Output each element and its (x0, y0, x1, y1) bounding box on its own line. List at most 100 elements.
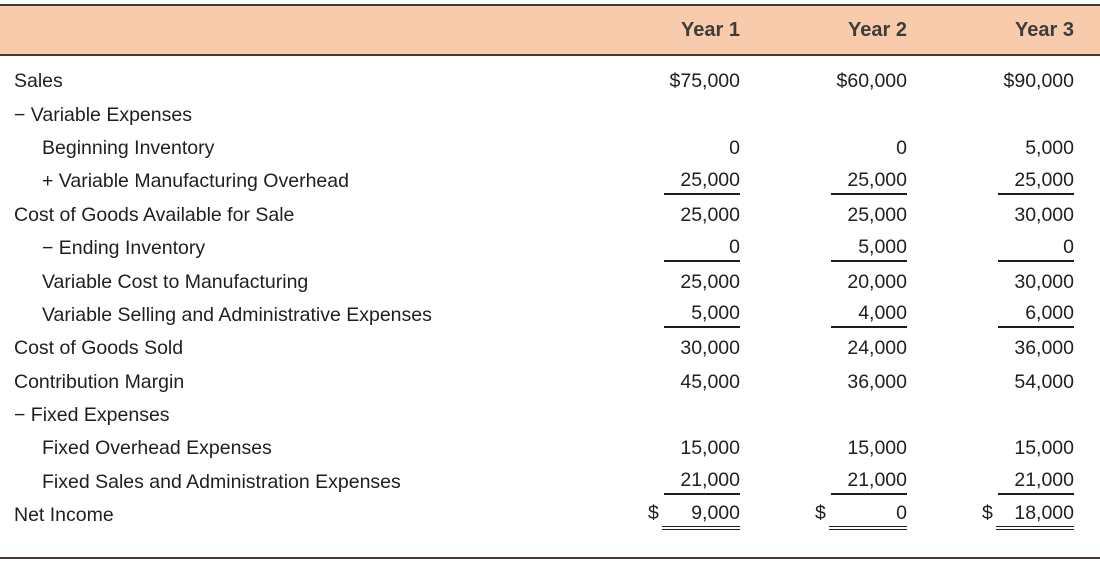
table-row-variable-manufacturing-overhead: + Variable Manufacturing Overhead 25,000… (14, 165, 1074, 198)
cell-year1: 21,000 (573, 469, 740, 496)
cell-year3 (907, 104, 1074, 127)
table-row-variable-selling-admin: Variable Selling and Administrative Expe… (14, 299, 1074, 332)
row-label: Cost of Goods Sold (14, 337, 184, 360)
cell-year2 (740, 404, 907, 427)
cell-year3: 6,000 (907, 302, 1074, 329)
row-label: − Fixed Expenses (14, 404, 170, 427)
row-label: Variable Cost to Manufacturing (42, 270, 309, 293)
amount: 25,000 (664, 169, 740, 195)
amount: 25,000 (831, 169, 907, 195)
row-label: + Variable Manufacturing Overhead (42, 170, 349, 193)
amount: $75,000 (669, 70, 741, 93)
amount: 5,000 (664, 302, 740, 329)
cell-year1: $9,000 (573, 502, 740, 530)
amount: 5,000 (1025, 136, 1074, 159)
cell-year2: $60,000 (740, 70, 908, 93)
amount: 15,000 (847, 437, 907, 460)
cell-year2: 25,000 (740, 204, 907, 227)
amount: 15,000 (680, 437, 740, 460)
table-row-fixed-overhead-expenses: Fixed Overhead Expenses 15,000 15,000 15… (14, 432, 1074, 465)
dollar-sign: $ (815, 501, 826, 524)
amount: 15,000 (1014, 437, 1074, 460)
amount: 0 (896, 136, 907, 159)
cell-year3: $18,000 (907, 502, 1074, 530)
cell-year2: 25,000 (740, 169, 907, 195)
amount: 4,000 (831, 302, 907, 329)
cell-year2: 0 (740, 137, 907, 160)
cell-year3: 30,000 (907, 204, 1074, 227)
amount: 25,000 (998, 169, 1074, 195)
amount: 30,000 (680, 337, 740, 360)
cell-year3: 21,000 (907, 469, 1074, 496)
cell-year1 (573, 404, 740, 427)
row-label: Fixed Overhead Expenses (42, 437, 272, 460)
table-row-contribution-margin: Contribution Margin 45,000 36,000 54,000 (14, 366, 1074, 399)
cell-year1: 25,000 (573, 271, 740, 294)
amount: 6,000 (998, 302, 1074, 329)
table-row-fixed-expenses-heading: − Fixed Expenses (14, 399, 1074, 432)
table-row-fixed-sales-admin-expenses: Fixed Sales and Administration Expenses … (14, 466, 1074, 499)
amount: 0 (729, 136, 740, 159)
cell-year1 (573, 104, 740, 127)
table-row-cost-of-goods-sold: Cost of Goods Sold 30,000 24,000 36,000 (14, 332, 1074, 365)
amount: 54,000 (1014, 370, 1074, 393)
cell-year3: 30,000 (907, 271, 1074, 294)
cell-year2 (740, 104, 907, 127)
amount: 30,000 (1014, 203, 1074, 226)
row-label: Cost of Goods Available for Sale (14, 203, 295, 226)
table-row-variable-expenses-heading: − Variable Expenses (14, 98, 1074, 131)
cell-year2: 4,000 (740, 302, 907, 329)
dollar-sign: $ (648, 501, 659, 524)
amount: 30,000 (1014, 270, 1074, 293)
row-label: Contribution Margin (14, 370, 185, 393)
amount: 0 (829, 502, 907, 530)
amount: 21,000 (831, 469, 907, 496)
table-body: Sales $75,000 $60,000 $90,000 − Variable… (0, 56, 1100, 532)
cell-year3: 25,000 (907, 169, 1074, 195)
cell-year3: 0 (907, 236, 1074, 262)
amount-with-currency: $0 (815, 502, 907, 530)
cell-year2: 15,000 (740, 437, 907, 460)
cell-year1: 45,000 (573, 371, 740, 394)
cell-year3 (907, 404, 1074, 427)
cell-year3: $90,000 (907, 70, 1075, 93)
amount: 20,000 (847, 270, 907, 293)
amount: 21,000 (664, 469, 740, 496)
amount: 0 (998, 236, 1074, 262)
amount: 21,000 (998, 469, 1074, 496)
cell-year3: 54,000 (907, 371, 1074, 394)
cell-year1: 25,000 (573, 204, 740, 227)
row-label: Net Income (14, 504, 114, 527)
table-row-variable-cost-to-manufacturing: Variable Cost to Manufacturing 25,000 20… (14, 265, 1074, 298)
cell-year1: 25,000 (573, 169, 740, 195)
cell-year1: 0 (573, 137, 740, 160)
cell-year1: 0 (573, 236, 740, 262)
amount: 25,000 (680, 203, 740, 226)
row-label: Sales (14, 70, 63, 93)
cell-year2: $0 (740, 502, 907, 530)
cell-year1: 30,000 (573, 337, 740, 360)
table-row-cost-of-goods-available: Cost of Goods Available for Sale 25,000 … (14, 199, 1074, 232)
row-label: − Ending Inventory (42, 237, 206, 260)
table-row-beginning-inventory: Beginning Inventory 0 0 5,000 (14, 132, 1074, 165)
amount: 5,000 (831, 236, 907, 262)
table-row-sales: Sales $75,000 $60,000 $90,000 (14, 65, 1074, 98)
amount-with-currency: $18,000 (982, 502, 1074, 530)
column-header-year1: Year 1 (681, 18, 740, 41)
amount: 0 (664, 236, 740, 262)
amount: 36,000 (1014, 337, 1074, 360)
cell-year1: 15,000 (573, 437, 740, 460)
amount: $90,000 (1003, 70, 1075, 93)
table-row-ending-inventory: − Ending Inventory 0 5,000 0 (14, 232, 1074, 265)
amount: 18,000 (996, 502, 1074, 530)
row-label: Fixed Sales and Administration Expenses (42, 470, 401, 493)
cell-year2: 20,000 (740, 271, 907, 294)
cell-year3: 15,000 (907, 437, 1074, 460)
row-label: Beginning Inventory (42, 136, 215, 159)
column-header-year2: Year 2 (848, 18, 907, 41)
amount-with-currency: $9,000 (648, 502, 740, 530)
amount: 45,000 (680, 370, 740, 393)
cell-year3: 5,000 (907, 137, 1074, 160)
amount: 9,000 (662, 502, 740, 530)
amount: 24,000 (847, 337, 907, 360)
